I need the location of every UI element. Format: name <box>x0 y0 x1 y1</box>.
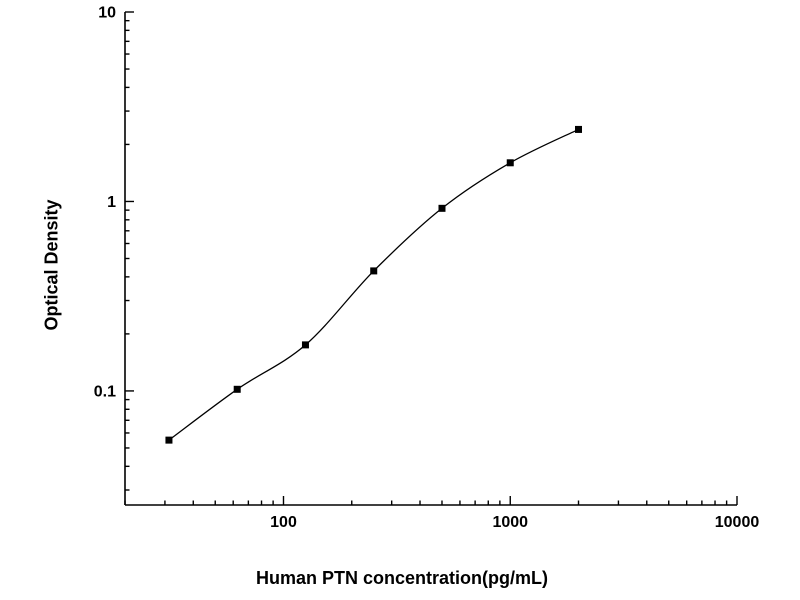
x-axis-title: Human PTN concentration(pg/mL) <box>256 568 548 588</box>
data-point-marker <box>233 385 241 393</box>
y-axis-title: Optical Density <box>41 199 62 331</box>
x-tick-label: 1000 <box>492 514 528 531</box>
data-point-marker <box>506 159 514 167</box>
x-tick-label: 10000 <box>715 514 760 531</box>
y-tick-label: 0.1 <box>94 383 116 400</box>
data-point-marker <box>301 341 309 349</box>
data-point-marker <box>165 436 173 444</box>
data-point-marker <box>575 125 583 133</box>
data-point-marker <box>370 267 378 275</box>
y-tick-label: 1 <box>107 194 116 211</box>
x-tick-label: 100 <box>270 514 297 531</box>
standard-curve-line <box>168 128 579 441</box>
y-tick-label: 10 <box>98 5 116 22</box>
data-point-marker <box>438 204 446 212</box>
